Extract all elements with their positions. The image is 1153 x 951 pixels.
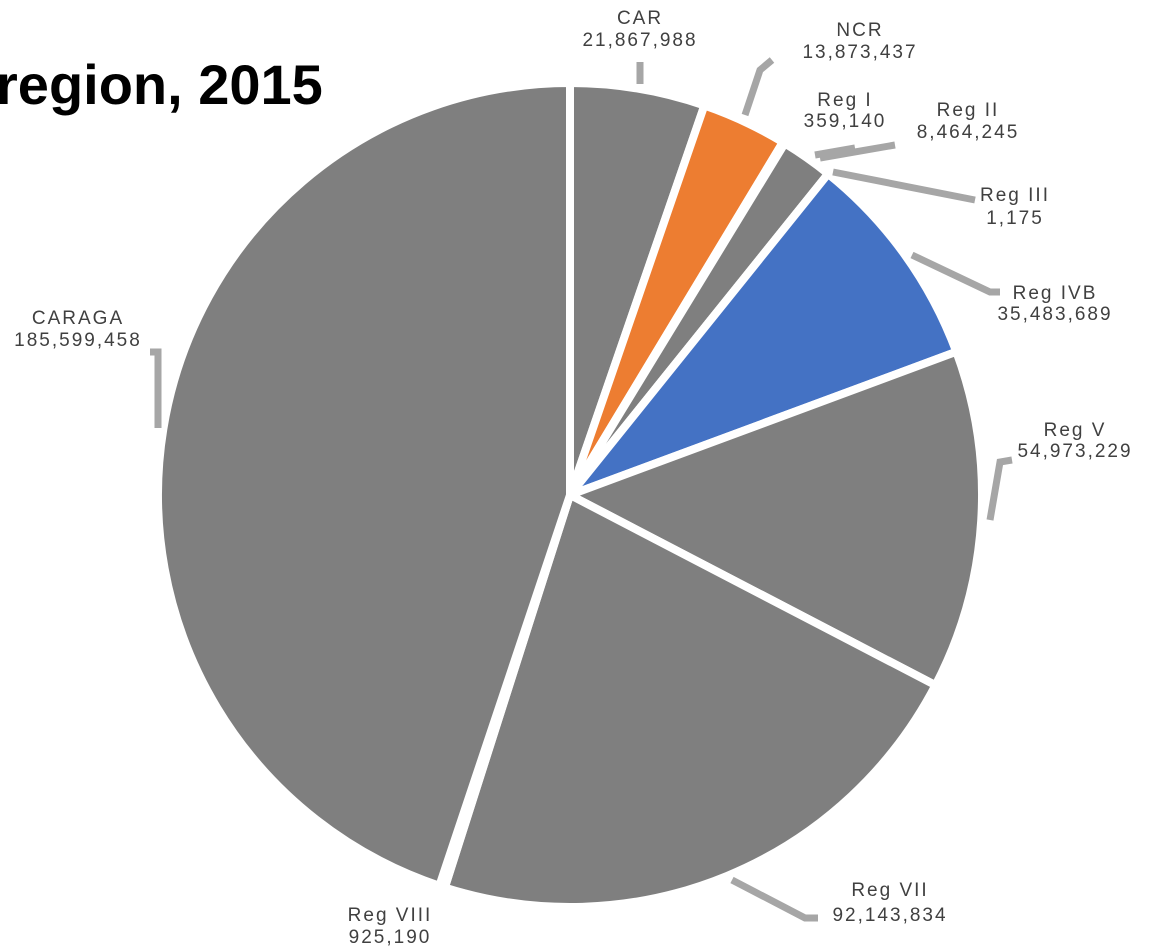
- data-label-name: CARAGA: [32, 308, 124, 329]
- data-label-name: Reg V: [1044, 420, 1107, 441]
- data-label-name: Reg VII: [851, 880, 928, 901]
- data-label-name: Reg II: [937, 100, 1000, 121]
- data-label-value: 925,190: [349, 927, 432, 948]
- data-label-value: 21,867,988: [582, 30, 697, 51]
- leader-line: [150, 348, 162, 428]
- data-label-name: CAR: [617, 8, 663, 29]
- data-label-name: NCR: [836, 20, 883, 41]
- slices: [154, 79, 986, 911]
- data-label-name: Reg VIII: [348, 905, 433, 926]
- data-label-value: 35,483,689: [997, 304, 1112, 325]
- data-label-value: 1,175: [986, 208, 1044, 229]
- data-label-name: Reg I: [817, 90, 872, 111]
- data-label-value: 92,143,834: [832, 905, 947, 926]
- data-label-value: 185,599,458: [14, 330, 142, 351]
- leader-line: [814, 144, 856, 159]
- leader-line: [832, 168, 976, 204]
- leader-line: [986, 456, 1013, 521]
- leader-line: [730, 876, 818, 922]
- data-label-name: Reg III: [980, 185, 1050, 206]
- data-label-name: Reg IVB: [1013, 283, 1098, 304]
- leader-line: [819, 141, 896, 162]
- data-label-value: 54,973,229: [1017, 441, 1132, 462]
- leader-line: [910, 251, 1000, 296]
- pie-slice: [154, 79, 574, 890]
- data-label-value: 8,464,245: [917, 122, 1020, 143]
- chart-title: region, 2015: [0, 53, 323, 116]
- data-label-value: 359,140: [804, 111, 887, 132]
- data-label-value: 13,873,437: [802, 42, 917, 63]
- leader-line: [741, 57, 775, 117]
- leaders: [150, 57, 1013, 922]
- pie-slice: [566, 347, 986, 690]
- pie-slice: [566, 169, 961, 499]
- pie-slice: [440, 491, 940, 911]
